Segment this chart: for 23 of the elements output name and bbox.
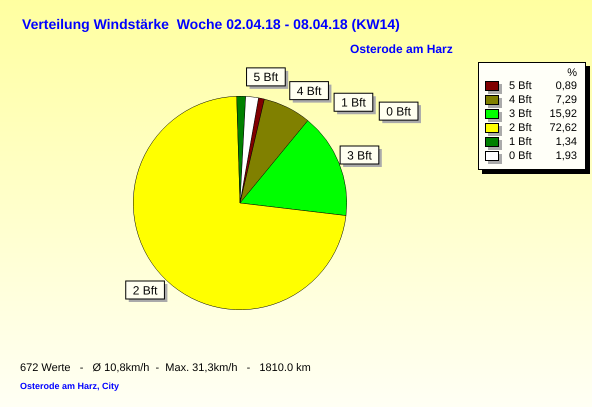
data-label: 1,34	[554, 136, 578, 148]
slice-label: 3 Bft	[347, 148, 372, 162]
chart-subtitle: Osterode am Harz	[350, 42, 453, 56]
slice-label: 5 Bft	[254, 70, 279, 84]
data-label: 72,62	[549, 122, 578, 134]
data-label: 15,92	[549, 108, 578, 120]
legend-label: 4 Bft	[509, 94, 533, 106]
legend-label: 0 Bft	[509, 150, 533, 162]
slice-label: 4 Bft	[296, 84, 322, 98]
legend-label: 2 Bft	[509, 122, 533, 134]
category-label: 0 Bft	[386, 104, 411, 118]
category-label: 1 Bft	[341, 96, 366, 110]
legend-label: 5 Bft	[509, 80, 533, 92]
slice-label: 2 Bft	[132, 283, 158, 298]
text: 672 Werte - Ø 10,8km/h - Max. 31,3km/h - 1810.0 km	[20, 362, 311, 374]
data-label: 7,29	[554, 94, 578, 106]
legend-title: %	[566, 67, 578, 79]
data-label: 1,93	[554, 150, 578, 162]
chart-title: Verteilung Windstärke Woche 02.04.18 - 08.04.18 (KW14)	[22, 16, 400, 32]
legend-label: 1 Bft	[509, 136, 533, 148]
text: Osterode am Harz, City	[20, 381, 120, 391]
data-label: 0,89	[554, 80, 578, 92]
legend-label: 3 Bft	[509, 108, 533, 120]
